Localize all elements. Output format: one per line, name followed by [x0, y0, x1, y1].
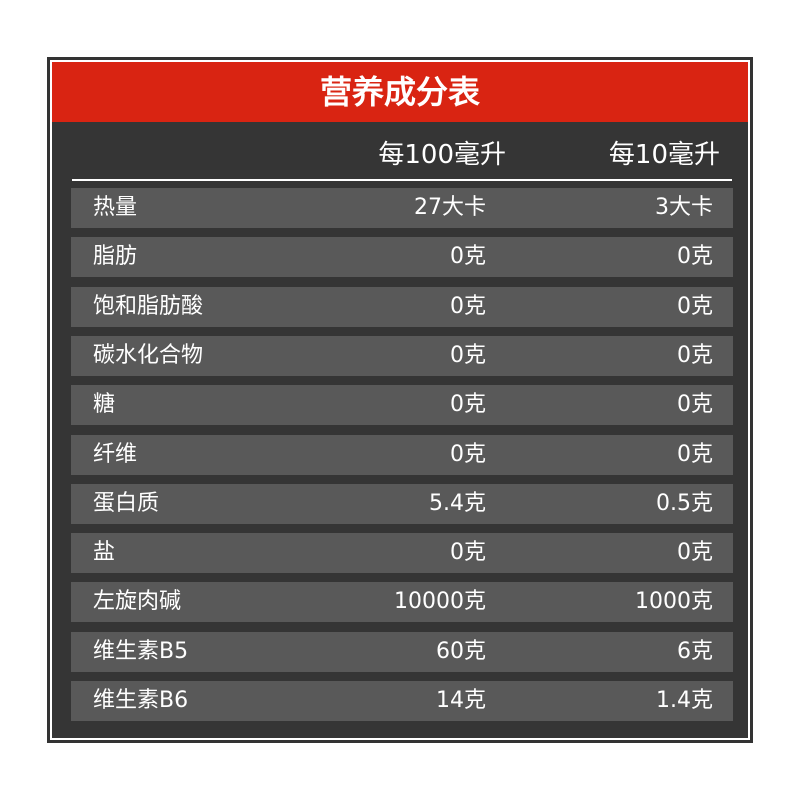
table-row: 饱和脂肪酸 0克 0克 [71, 286, 733, 327]
value-per-100ml: 0克 [450, 540, 486, 566]
value-per-100ml: 5.4克 [429, 490, 486, 516]
value-per-100ml: 27大卡 [414, 195, 486, 220]
nutrition-table-frame: 营养成分表 每100毫升 每10毫升 热量 27大卡 3大卡 脂肪 0克 0克 饱和脂肪酸 0… [47, 57, 753, 743]
value-per-100ml: 60克 [436, 638, 486, 664]
table-row: 碳水化合物 0克 0克 [71, 335, 733, 376]
table-row: 盐 0克 0克 [71, 533, 733, 574]
nutrient-name: 蛋白质 [93, 490, 160, 516]
value-per-10ml: 0克 [677, 441, 713, 467]
value-per-10ml: 3大卡 [655, 195, 713, 220]
table-row: 热量 27大卡 3大卡 [71, 188, 733, 228]
nutrient-name: 饱和脂肪酸 [93, 293, 204, 319]
table-row: 脂肪 0克 0克 [71, 237, 733, 278]
value-per-100ml: 0克 [450, 441, 486, 467]
nutrient-name: 碳水化合物 [93, 342, 204, 368]
value-per-100ml: 0克 [450, 293, 486, 319]
nutrient-name: 脂肪 [93, 244, 138, 270]
table-row: 维生素B6 14克 1.4克 [71, 681, 733, 721]
value-per-100ml: 0克 [450, 342, 486, 368]
table-title: 营养成分表 [52, 62, 748, 122]
header-divider [72, 179, 732, 181]
value-per-10ml: 0.5克 [656, 490, 713, 516]
column-header-per-10ml: 每10毫升 [608, 140, 720, 170]
column-header-per-100ml: 每100毫升 [378, 140, 506, 170]
value-per-10ml: 0克 [677, 244, 713, 270]
nutrition-table: 营养成分表 每100毫升 每10毫升 热量 27大卡 3大卡 脂肪 0克 0克 饱和脂肪酸 0… [50, 60, 750, 740]
table-row: 左旋肉碱 10000克 1000克 [71, 582, 733, 623]
value-per-100ml: 14克 [436, 688, 486, 713]
nutrient-name: 维生素B5 [93, 638, 189, 664]
table-row: 纤维 0克 0克 [71, 434, 733, 475]
value-per-10ml: 0克 [677, 540, 713, 566]
value-per-100ml: 10000克 [394, 589, 486, 615]
nutrient-name: 左旋肉碱 [93, 589, 182, 615]
value-per-10ml: 0克 [677, 342, 713, 368]
value-per-100ml: 0克 [450, 392, 486, 418]
table-row: 糖 0克 0克 [71, 385, 733, 426]
value-per-10ml: 1000克 [635, 589, 713, 615]
table-row: 维生素B5 60克 6克 [71, 631, 733, 672]
value-per-10ml: 0克 [677, 293, 713, 319]
table-row: 蛋白质 5.4克 0.5克 [71, 483, 733, 524]
value-per-10ml: 0克 [677, 392, 713, 418]
value-per-100ml: 0克 [450, 244, 486, 270]
nutrient-name: 盐 [93, 540, 116, 566]
value-per-10ml: 6克 [677, 638, 713, 664]
nutrient-name: 维生素B6 [93, 688, 189, 713]
nutrient-name: 糖 [93, 392, 116, 418]
value-per-10ml: 1.4克 [656, 688, 713, 713]
nutrient-name: 热量 [93, 195, 138, 220]
nutrient-name: 纤维 [93, 441, 138, 467]
